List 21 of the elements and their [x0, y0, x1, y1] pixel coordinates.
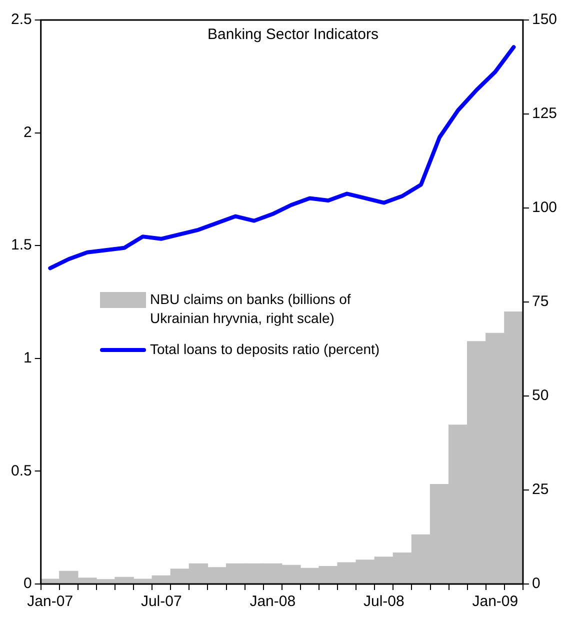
- x-tick-label: Jan-07: [27, 593, 74, 610]
- y-tick-label: 0: [24, 575, 32, 592]
- y2-tick-label: 125: [532, 105, 558, 122]
- y2-tick-label: 150: [532, 11, 558, 28]
- legend-label: Total loans to deposits ratio (percent): [150, 340, 381, 359]
- y2-tick-label: 0: [532, 575, 540, 592]
- y-tick-label: 2.5: [10, 11, 32, 28]
- y-tick-label: 2: [24, 124, 32, 141]
- legend-label: NBU claims on banks (billions of Ukrainian hryvnia, right scale): [150, 290, 352, 328]
- x-tick-label: Jan-09: [472, 593, 518, 610]
- chart-title: Banking Sector Indicators: [206, 26, 380, 43]
- y2-tick-label: 75: [532, 293, 549, 310]
- y2-tick-label: 25: [532, 481, 549, 498]
- y-tick-label: 1.5: [10, 236, 32, 254]
- y2-tick-label: 50: [532, 387, 549, 404]
- x-tick-label: Jul-08: [363, 593, 404, 610]
- y-tick-label: 0.5: [10, 462, 32, 480]
- x-tick-label: Jul-07: [140, 593, 182, 610]
- y-tick-label: 1: [24, 350, 32, 367]
- x-tick-label: Jan-08: [250, 593, 296, 610]
- y2-tick-label: 100: [532, 199, 558, 216]
